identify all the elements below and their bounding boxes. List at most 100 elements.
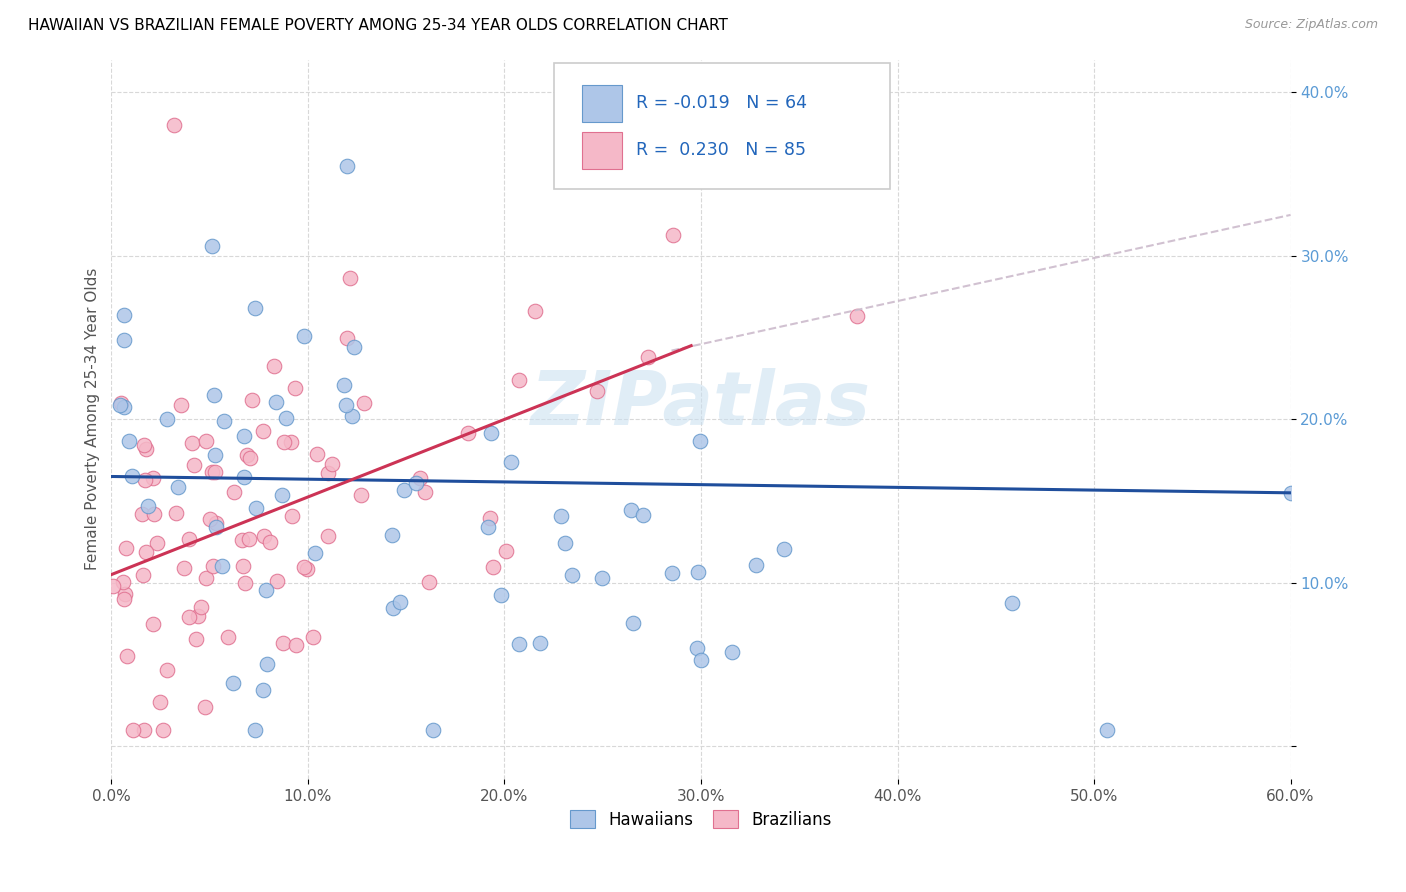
Point — [316, 466, 339, 480]
Point — [114, 587, 136, 601]
Point — [350, 487, 373, 501]
Point — [661, 566, 683, 581]
Point — [305, 447, 328, 461]
Point — [482, 560, 505, 574]
Point — [122, 723, 145, 737]
Point — [477, 520, 499, 534]
Point — [239, 450, 262, 465]
FancyBboxPatch shape — [582, 131, 621, 169]
Point — [382, 601, 405, 615]
Point — [138, 499, 160, 513]
Point — [165, 506, 187, 520]
Point — [479, 425, 502, 440]
Point — [392, 483, 415, 498]
Point — [112, 592, 135, 607]
Point — [221, 676, 243, 690]
Point — [479, 511, 502, 525]
Point — [508, 373, 530, 387]
Point — [353, 396, 375, 410]
Point — [302, 630, 325, 644]
Point — [340, 409, 363, 423]
Point — [121, 469, 143, 483]
Point — [270, 488, 292, 502]
Point — [266, 574, 288, 588]
Point — [252, 683, 274, 698]
Point — [142, 471, 165, 485]
FancyBboxPatch shape — [554, 63, 890, 189]
Point — [156, 412, 179, 426]
Y-axis label: Female Poverty Among 25-34 Year Olds: Female Poverty Among 25-34 Year Olds — [86, 268, 100, 571]
Point — [388, 594, 411, 608]
Point — [131, 567, 153, 582]
Point — [253, 529, 276, 543]
Point — [235, 575, 257, 590]
Point — [110, 396, 132, 410]
Point — [1279, 485, 1302, 500]
Point — [321, 458, 343, 472]
Text: Source: ZipAtlas.com: Source: ZipAtlas.com — [1244, 18, 1378, 31]
Point — [295, 562, 318, 576]
Point — [135, 442, 157, 457]
FancyBboxPatch shape — [582, 85, 621, 122]
Point — [236, 448, 259, 462]
Point — [135, 545, 157, 559]
Point — [170, 398, 193, 412]
Point — [173, 561, 195, 575]
Point — [561, 567, 583, 582]
Point — [550, 509, 572, 524]
Point — [381, 528, 404, 542]
Point — [163, 118, 186, 132]
Point — [202, 387, 225, 401]
Point — [343, 340, 366, 354]
Point — [177, 609, 200, 624]
Point — [339, 271, 361, 285]
Point — [232, 559, 254, 574]
Point — [112, 334, 135, 348]
Point — [281, 508, 304, 523]
Point — [280, 435, 302, 450]
Point — [418, 574, 440, 589]
Point — [132, 438, 155, 452]
Point — [499, 455, 522, 469]
Point — [273, 434, 295, 449]
Point — [689, 434, 711, 449]
Point — [274, 410, 297, 425]
Point — [662, 228, 685, 243]
Point — [240, 393, 263, 408]
Point — [194, 699, 217, 714]
Legend: Hawaiians, Brazilians: Hawaiians, Brazilians — [564, 804, 839, 835]
Point — [152, 723, 174, 737]
Point — [686, 640, 709, 655]
Point — [112, 308, 135, 322]
Point — [204, 448, 226, 462]
Point — [217, 630, 239, 644]
Point — [637, 350, 659, 364]
Point — [108, 398, 131, 412]
Point — [211, 559, 233, 574]
Point — [201, 238, 224, 252]
Point — [316, 529, 339, 543]
Text: R =  0.230   N = 85: R = 0.230 N = 85 — [636, 141, 806, 160]
Point — [621, 616, 644, 631]
Point — [205, 520, 228, 534]
Point — [333, 378, 356, 392]
Point — [335, 398, 357, 412]
Point — [304, 546, 326, 560]
Point — [245, 301, 267, 315]
Point — [591, 571, 613, 585]
Point — [115, 541, 138, 555]
Point — [232, 470, 254, 484]
Point — [271, 636, 294, 650]
Point — [142, 616, 165, 631]
Point — [194, 434, 217, 449]
Point — [586, 384, 609, 398]
Point — [111, 574, 134, 589]
Point — [186, 632, 208, 647]
Point — [619, 503, 641, 517]
Point — [166, 480, 188, 494]
Point — [112, 401, 135, 415]
Point — [413, 485, 436, 500]
Point — [408, 471, 430, 485]
Point — [118, 434, 141, 449]
Point — [131, 508, 153, 522]
